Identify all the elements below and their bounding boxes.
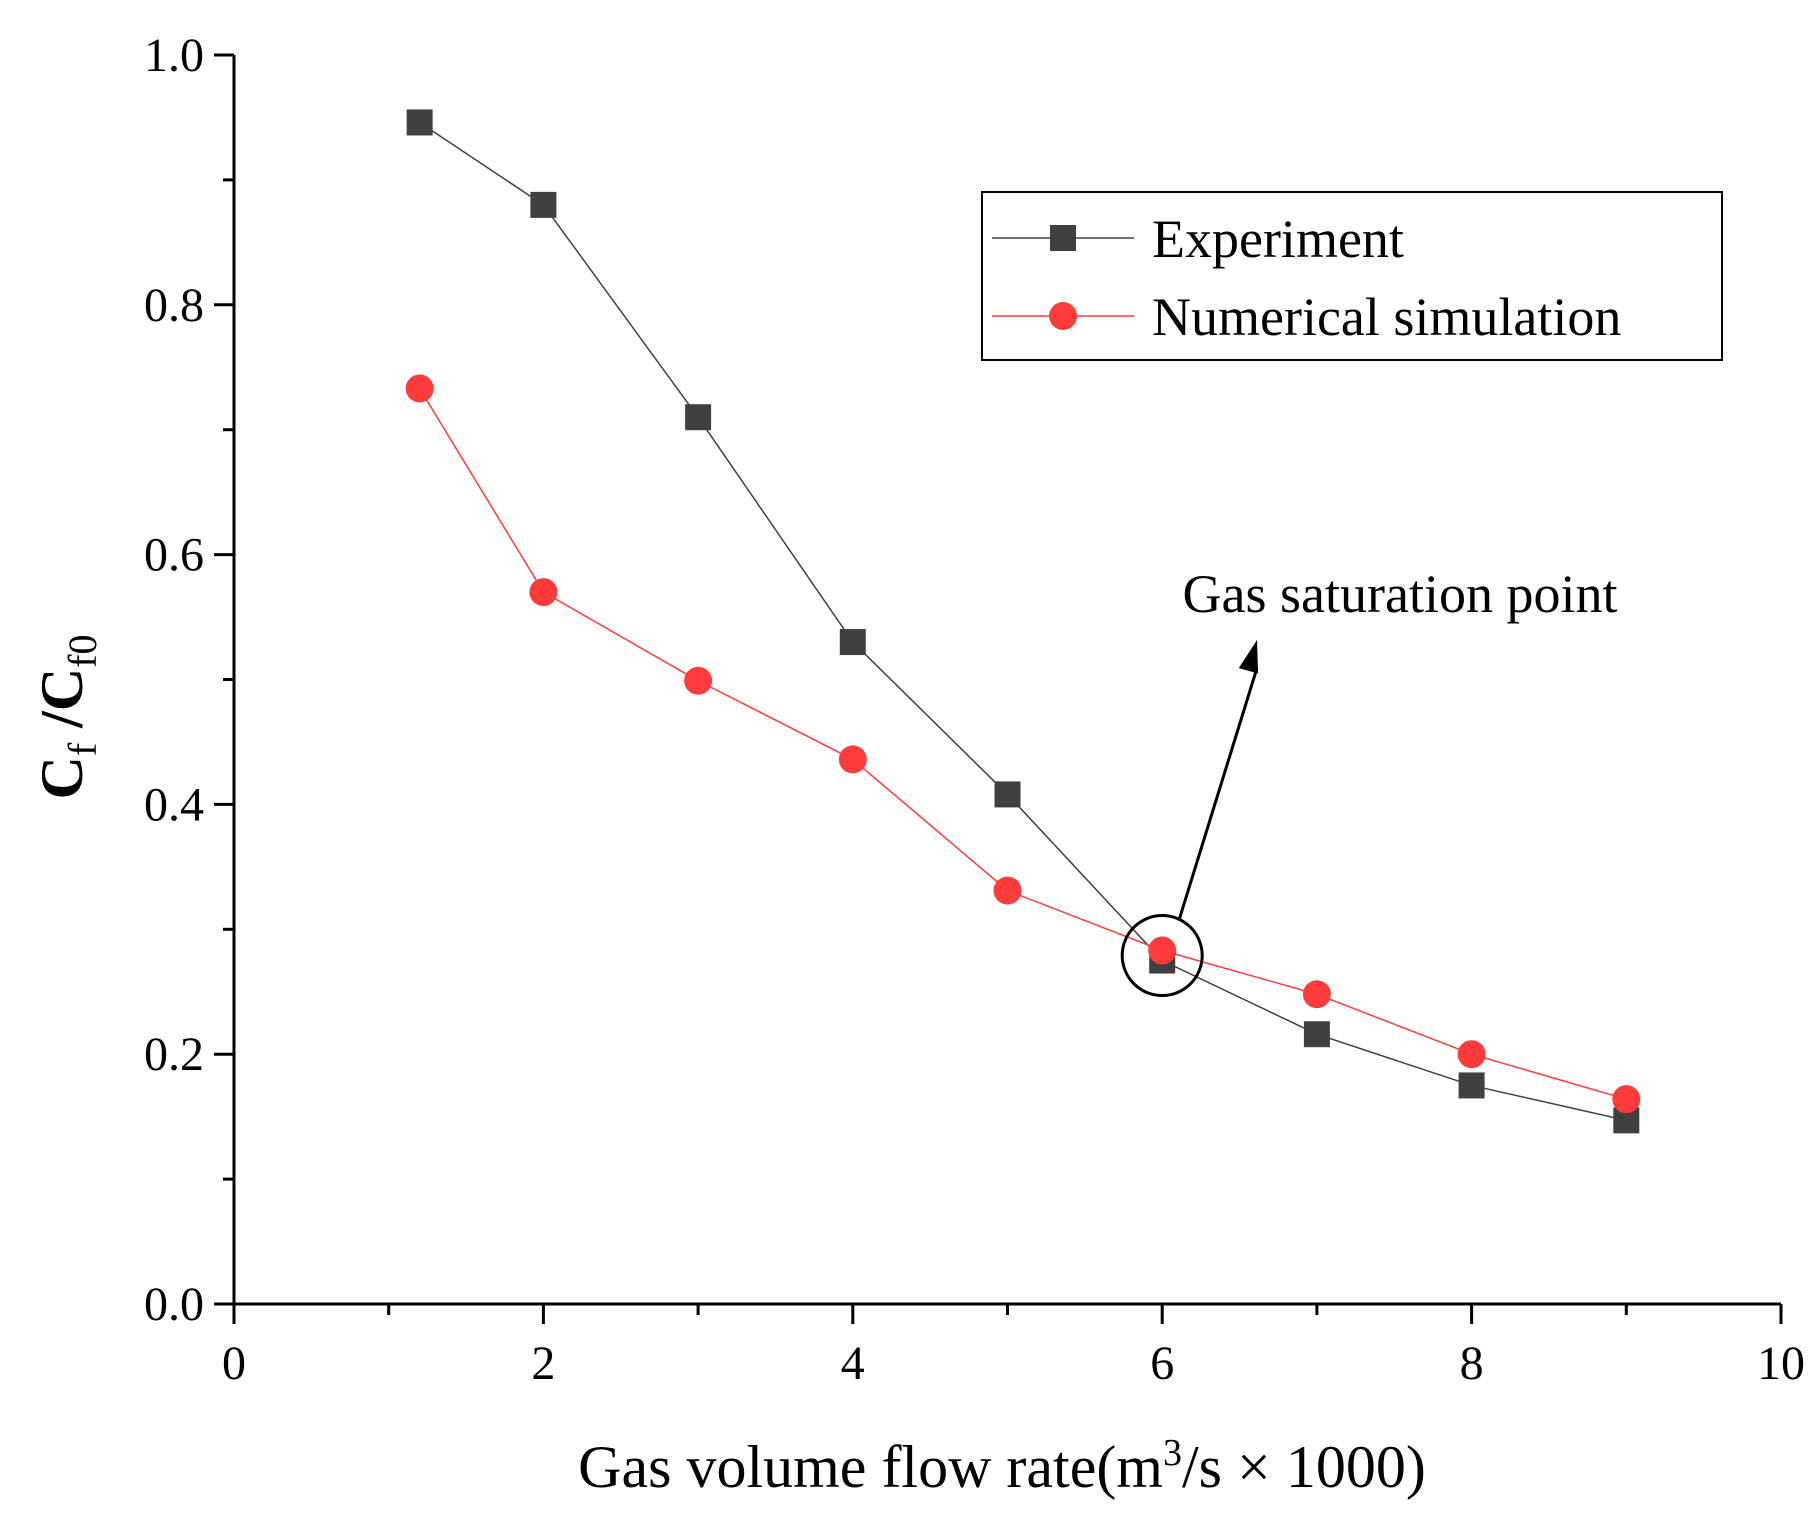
y-tick-label: 0.6 [144,529,204,582]
y-tick-label: 0.2 [144,1028,204,1081]
x-axis-title: Gas volume flow rate(m3/s × 1000) [578,1432,1426,1500]
data-point-simulation [1302,980,1331,1009]
y-axis-title-sub1: f [60,742,105,756]
y-tick-label: 0.4 [144,778,204,831]
x-axis-title-suffix: /s × 1000) [1182,1434,1426,1500]
x-tick-label: 10 [1757,1337,1805,1390]
data-point-experiment [994,781,1021,808]
y-axis-title-c1: C [29,756,95,799]
data-point-experiment [406,109,433,136]
saturation-circle [1120,914,1204,998]
legend-marker-experiment [1050,225,1076,251]
x-tick-label: 0 [222,1337,246,1390]
legend: Experiment Numerical simulation [981,191,1723,361]
data-point-simulation [1148,936,1177,965]
x-tick-label: 2 [531,1337,555,1390]
legend-box [981,191,1723,361]
legend-label-simulation: Numerical simulation [1152,287,1621,347]
data-point-simulation [529,578,558,607]
x-axis-title-prefix: Gas volume flow rate(m [578,1434,1163,1500]
data-point-simulation [838,745,867,774]
data-point-simulation [1612,1085,1641,1114]
data-point-experiment [1303,1021,1330,1048]
series-markers [405,109,1641,1134]
y-tick-label: 0.0 [144,1278,204,1331]
y-axis-title: Cf /Cf0 [29,635,105,800]
x-axis-title-sup: 3 [1163,1432,1182,1474]
y-axis-title-mid: /C [29,668,95,743]
x-tick-label: 6 [1150,1337,1174,1390]
data-point-experiment [839,629,866,656]
legend-marker-simulation [1049,302,1077,330]
data-point-simulation [993,876,1022,905]
x-tick-label: 4 [841,1337,865,1390]
data-point-experiment [530,191,557,218]
data-point-simulation [1457,1040,1486,1069]
axes: 0 2 4 6 8 10 0.0 0.2 0.4 0.6 0.8 1.0 [144,29,1805,1390]
data-point-experiment [685,404,712,431]
y-axis-title-sub2: f0 [60,635,105,668]
series-line-1 [418,388,1627,1100]
data-point-simulation [405,374,434,403]
annotation: Gas saturation point [1120,564,1618,998]
annotation-arrow-line [1177,667,1259,920]
y-tick-label: 1.0 [144,29,204,82]
data-point-experiment [1458,1072,1485,1099]
annotation-arrow-head [1238,640,1259,674]
annotation-label: Gas saturation point [1183,564,1618,624]
data-point-simulation [684,666,713,695]
y-tick-label: 0.8 [144,279,204,332]
x-tick-label: 8 [1460,1337,1484,1390]
legend-label-experiment: Experiment [1152,209,1404,269]
